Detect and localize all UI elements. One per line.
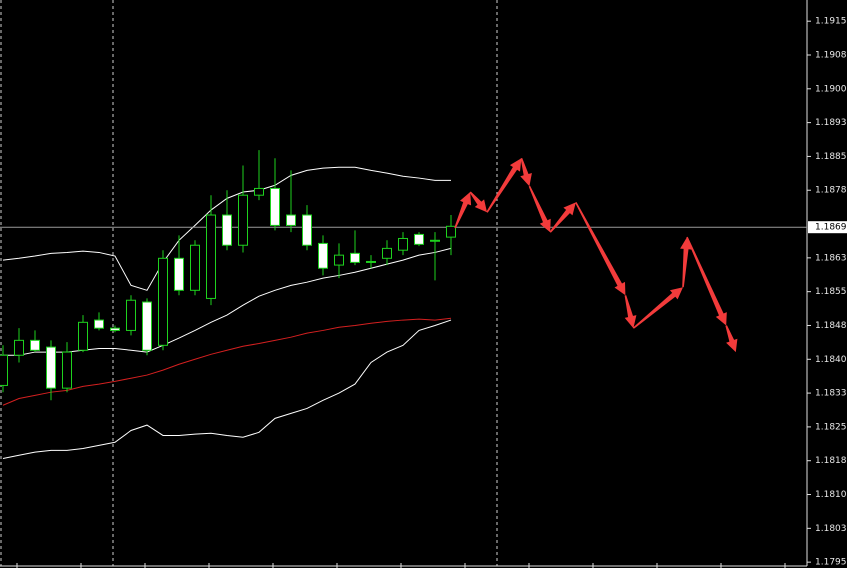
y-tick-label: 1.19005: [815, 84, 847, 94]
y-tick-label: 1.18105: [815, 490, 847, 500]
candle-body: [254, 187, 264, 196]
candle-body: [206, 214, 216, 299]
y-tick-label: 1.18405: [815, 355, 847, 365]
candle-body: [46, 346, 56, 389]
y-tick-label: 1.18555: [815, 287, 847, 297]
forecast-arrow: [469, 191, 487, 213]
candle-body: [110, 327, 120, 331]
candle-body: [126, 299, 136, 331]
candle-body: [286, 214, 296, 226]
candle-body: [350, 252, 360, 263]
y-tick-label: 1.18330: [815, 389, 847, 399]
y-tick-label: 1.17955: [815, 558, 847, 568]
indicator-line: [2, 317, 452, 406]
candle-body: [0, 354, 8, 386]
candle-body: [190, 244, 200, 291]
candle-body: [270, 187, 280, 226]
indicator-line: [3, 247, 452, 356]
candle-body: [78, 321, 88, 351]
y-tick-label: 1.18030: [815, 524, 847, 534]
candle-body: [318, 242, 328, 269]
indicator-line: [2, 319, 452, 459]
candle-body: [174, 257, 184, 291]
forecast-arrow: [686, 236, 727, 326]
candle-body: [158, 257, 168, 346]
candle-body: [222, 214, 232, 246]
candle-body: [366, 260, 376, 263]
candle-body: [334, 254, 344, 266]
forecast-arrow: [528, 185, 551, 233]
forecast-arrow: [632, 287, 683, 329]
forecast-arrow: [486, 158, 522, 213]
y-tick-label: 1.18180: [815, 456, 847, 466]
y-tick-label: 1.18930: [815, 118, 847, 128]
candle-body: [430, 239, 440, 242]
forecast-arrow: [624, 295, 637, 329]
y-tick-label: 1.19155: [815, 17, 847, 27]
candle-body: [94, 319, 104, 329]
candle-body: [14, 339, 24, 356]
y-tick-label: 1.18855: [815, 152, 847, 162]
candle-body: [62, 351, 72, 389]
current-price-label: 1.18698: [815, 223, 847, 233]
y-tick-label: 1.19080: [815, 50, 847, 60]
plot: 1.19155 1.19080 1.19005 1.18930 1.18855 1.187…: [0, 17, 847, 568]
forecast-arrow: [549, 202, 576, 233]
forecast-arrow: [454, 192, 472, 229]
y-tick-label: 1.18480: [815, 321, 847, 331]
forecast-arrow: [725, 325, 738, 353]
candle-body: [446, 225, 456, 238]
y-tick-label: 1.18780: [815, 186, 847, 196]
forecast-arrow: [520, 158, 532, 187]
current-price-box: [808, 221, 847, 234]
forecast-arrow: [680, 237, 692, 288]
candle-body: [142, 301, 152, 351]
y-tick-label: 1.18255: [815, 422, 847, 432]
candle-body: [30, 339, 40, 351]
candle-body: [382, 247, 392, 259]
forecast-arrow: [575, 202, 626, 296]
candle-body: [398, 237, 408, 251]
candle-body: [414, 233, 424, 245]
candle-body: [238, 194, 248, 246]
y-tick-label: 1.18630: [815, 253, 847, 263]
candle-body: [302, 214, 312, 246]
